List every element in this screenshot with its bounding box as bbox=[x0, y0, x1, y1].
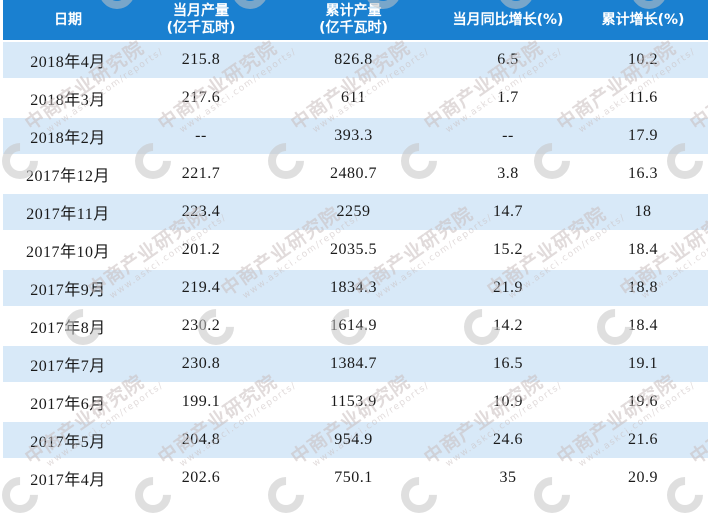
table-body: 2018年4月 215.8 826.8 6.5 10.2 2018年3月 217.6 611 1… bbox=[3, 40, 708, 496]
cell-r10-c3: 24.6 bbox=[438, 420, 578, 458]
cell-r6-c2: 1834.3 bbox=[269, 268, 438, 306]
table-row: 2017年8月 230.2 1614.9 14.2 18.4 bbox=[3, 306, 708, 344]
cell-r5-c2: 2035.5 bbox=[269, 230, 438, 268]
column-header-label: 累计增长(%) bbox=[601, 11, 685, 28]
cell-r0-c0: 2018年4月 bbox=[3, 40, 133, 78]
table-row: 2017年12月 221.7 2480.7 3.8 16.3 bbox=[3, 154, 708, 192]
cell-r9-c4: 19.6 bbox=[578, 382, 708, 420]
cell-r1-c2: 611 bbox=[269, 78, 438, 116]
cell-r8-c1: 230.8 bbox=[133, 344, 269, 382]
cell-r7-c4: 18.4 bbox=[578, 306, 708, 344]
cell-r3-c2: 2480.7 bbox=[269, 154, 438, 192]
cell-r8-c4: 19.1 bbox=[578, 344, 708, 382]
cell-r2-c4: 17.9 bbox=[578, 116, 708, 154]
cell-r2-c3: -- bbox=[438, 116, 578, 154]
cell-r0-c1: 215.8 bbox=[133, 40, 269, 78]
cell-r5-c1: 201.2 bbox=[133, 230, 269, 268]
cell-r0-c3: 6.5 bbox=[438, 40, 578, 78]
cell-r4-c3: 14.7 bbox=[438, 192, 578, 230]
cell-r5-c4: 18.4 bbox=[578, 230, 708, 268]
cell-r9-c3: 10.9 bbox=[438, 382, 578, 420]
cell-r7-c2: 1614.9 bbox=[269, 306, 438, 344]
column-header-sublabel: (亿千瓦时) bbox=[166, 20, 236, 36]
header-row: 日期 当月产量 (亿千瓦时) 累计产量 (亿千瓦时) 当月同比增长(%) 累计增… bbox=[3, 0, 708, 40]
cell-r11-c2: 750.1 bbox=[269, 458, 438, 496]
cell-r6-c4: 18.8 bbox=[578, 268, 708, 306]
cell-r7-c0: 2017年8月 bbox=[3, 306, 133, 344]
cell-r4-c2: 2259 bbox=[269, 192, 438, 230]
cell-r1-c0: 2018年3月 bbox=[3, 78, 133, 116]
column-header-monthly-output: 当月产量 (亿千瓦时) bbox=[133, 0, 269, 40]
cell-r7-c3: 14.2 bbox=[438, 306, 578, 344]
column-header-label: 日期 bbox=[54, 11, 82, 28]
table-row: 2017年4月 202.6 750.1 35 20.9 bbox=[3, 458, 708, 496]
cell-r8-c2: 1384.7 bbox=[269, 344, 438, 382]
cell-r2-c1: -- bbox=[133, 116, 269, 154]
column-header-date: 日期 bbox=[3, 0, 133, 40]
cell-r0-c4: 10.2 bbox=[578, 40, 708, 78]
cell-r10-c2: 954.9 bbox=[269, 420, 438, 458]
cell-r10-c0: 2017年5月 bbox=[3, 420, 133, 458]
cell-r4-c1: 223.4 bbox=[133, 192, 269, 230]
cell-r11-c4: 20.9 bbox=[578, 458, 708, 496]
cell-r9-c1: 199.1 bbox=[133, 382, 269, 420]
column-header-label: 当月同比增长(%) bbox=[452, 11, 564, 28]
table-row: 2017年6月 199.1 1153.9 10.9 19.6 bbox=[3, 382, 708, 420]
column-header-label: 当月产量 bbox=[173, 3, 229, 19]
cell-r3-c0: 2017年12月 bbox=[3, 154, 133, 192]
column-header-cumulative-growth: 累计增长(%) bbox=[578, 0, 708, 40]
cell-r3-c4: 16.3 bbox=[578, 154, 708, 192]
cell-r5-c0: 2017年10月 bbox=[3, 230, 133, 268]
cell-r9-c2: 1153.9 bbox=[269, 382, 438, 420]
cell-r1-c4: 11.6 bbox=[578, 78, 708, 116]
table-row: 2018年3月 217.6 611 1.7 11.6 bbox=[3, 78, 708, 116]
cell-r4-c0: 2017年11月 bbox=[3, 192, 133, 230]
cell-r3-c3: 3.8 bbox=[438, 154, 578, 192]
cell-r4-c4: 18 bbox=[578, 192, 708, 230]
cell-r1-c3: 1.7 bbox=[438, 78, 578, 116]
column-header-monthly-yoy-growth: 当月同比增长(%) bbox=[438, 0, 578, 40]
cell-r6-c3: 21.9 bbox=[438, 268, 578, 306]
production-table: 日期 当月产量 (亿千瓦时) 累计产量 (亿千瓦时) 当月同比增长(%) 累计增… bbox=[3, 0, 708, 496]
cell-r7-c1: 230.2 bbox=[133, 306, 269, 344]
table-row: 2017年9月 219.4 1834.3 21.9 18.8 bbox=[3, 268, 708, 306]
cell-r2-c0: 2018年2月 bbox=[3, 116, 133, 154]
cell-r3-c1: 221.7 bbox=[133, 154, 269, 192]
table-row: 2018年4月 215.8 826.8 6.5 10.2 bbox=[3, 40, 708, 78]
cell-r0-c2: 826.8 bbox=[269, 40, 438, 78]
table-row: 2017年7月 230.8 1384.7 16.5 19.1 bbox=[3, 344, 708, 382]
table-row: 2017年10月 201.2 2035.5 15.2 18.4 bbox=[3, 230, 708, 268]
cell-r11-c3: 35 bbox=[438, 458, 578, 496]
cell-r8-c0: 2017年7月 bbox=[3, 344, 133, 382]
cell-r8-c3: 16.5 bbox=[438, 344, 578, 382]
cell-r1-c1: 217.6 bbox=[133, 78, 269, 116]
table-row: 2018年2月 -- 393.3 -- 17.9 bbox=[3, 116, 708, 154]
cell-r10-c1: 204.8 bbox=[133, 420, 269, 458]
cell-r11-c1: 202.6 bbox=[133, 458, 269, 496]
cell-r10-c4: 21.6 bbox=[578, 420, 708, 458]
cell-r2-c2: 393.3 bbox=[269, 116, 438, 154]
cell-r5-c3: 15.2 bbox=[438, 230, 578, 268]
table-row: 2017年11月 223.4 2259 14.7 18 bbox=[3, 192, 708, 230]
cell-r6-c0: 2017年9月 bbox=[3, 268, 133, 306]
column-header-cumulative-output: 累计产量 (亿千瓦时) bbox=[269, 0, 438, 40]
cell-r11-c0: 2017年4月 bbox=[3, 458, 133, 496]
cell-r6-c1: 219.4 bbox=[133, 268, 269, 306]
cell-r9-c0: 2017年6月 bbox=[3, 382, 133, 420]
column-header-sublabel: (亿千瓦时) bbox=[319, 20, 388, 36]
column-header-label: 累计产量 bbox=[325, 3, 382, 19]
table-row: 2017年5月 204.8 954.9 24.6 21.6 bbox=[3, 420, 708, 458]
